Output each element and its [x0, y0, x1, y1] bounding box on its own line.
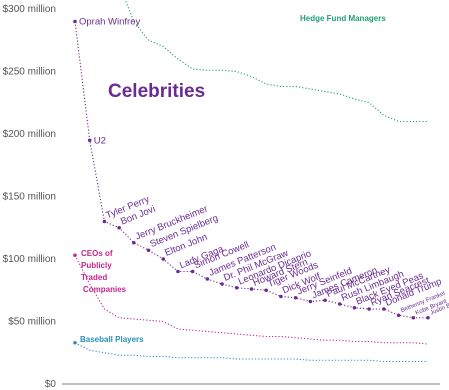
celebrity-point — [102, 219, 107, 224]
celebrity-point — [337, 302, 342, 306]
y-tick-label: $0 — [45, 379, 57, 390]
y-tick-label: $100 million — [3, 254, 56, 265]
baseball-label: Baseball Players — [80, 335, 144, 344]
ceo-label-line: CEOs of — [81, 249, 113, 258]
y-axis: $0 $50 million $100 million $150 million $20… — [3, 4, 440, 390]
ceo-label-line: Traded — [81, 273, 107, 282]
celebrity-point — [161, 257, 166, 261]
celebrity-point — [132, 240, 136, 245]
ceo-label: CEOs of Publicly Traded Companies — [81, 249, 127, 294]
y-tick-label: $50 million — [8, 317, 56, 328]
celebrity-point — [146, 248, 151, 253]
celebrity-point — [323, 298, 327, 303]
y-tick-label: $300 million — [3, 4, 56, 15]
baseball-line — [74, 342, 428, 363]
celebrity-point — [176, 269, 180, 274]
ceo-label-line: Publicly — [81, 261, 112, 270]
celebrity-point — [205, 277, 210, 281]
celebrity-label: U2 — [94, 135, 106, 146]
hedge-fund-label: Hedge Fund Managers — [300, 14, 386, 23]
celebrity-point — [279, 294, 283, 299]
celebrity-label: Oprah Winfrey — [79, 17, 140, 28]
ceo-point — [73, 253, 77, 258]
celebrity-point — [411, 315, 416, 320]
y-tick-label: $250 million — [3, 67, 56, 78]
y-tick-label: $150 million — [3, 192, 56, 203]
celebrity-point — [117, 225, 121, 230]
celebrity-point — [382, 307, 386, 311]
baseball-point — [73, 340, 77, 345]
ceo-label-line: Companies — [83, 285, 127, 294]
celebrity-point — [87, 138, 92, 143]
celebrity-point — [249, 287, 254, 291]
celebrity-point — [426, 315, 430, 320]
celebrity-point — [293, 295, 298, 300]
celebrity-point — [264, 288, 269, 293]
celebrity-point — [308, 299, 313, 304]
celebrity-point — [367, 307, 371, 311]
celebrities-group-label: Celebrities — [108, 81, 205, 102]
series-lines — [73, 0, 430, 363]
celebrity-point — [234, 285, 239, 290]
celebrity-point — [190, 269, 195, 274]
y-tick-label: $200 million — [3, 129, 56, 140]
ceo-line — [74, 254, 429, 345]
celebrity-point — [220, 282, 224, 286]
celebrity-point — [396, 313, 401, 318]
celebrity-point — [352, 305, 357, 310]
celebrity-point — [73, 19, 77, 24]
